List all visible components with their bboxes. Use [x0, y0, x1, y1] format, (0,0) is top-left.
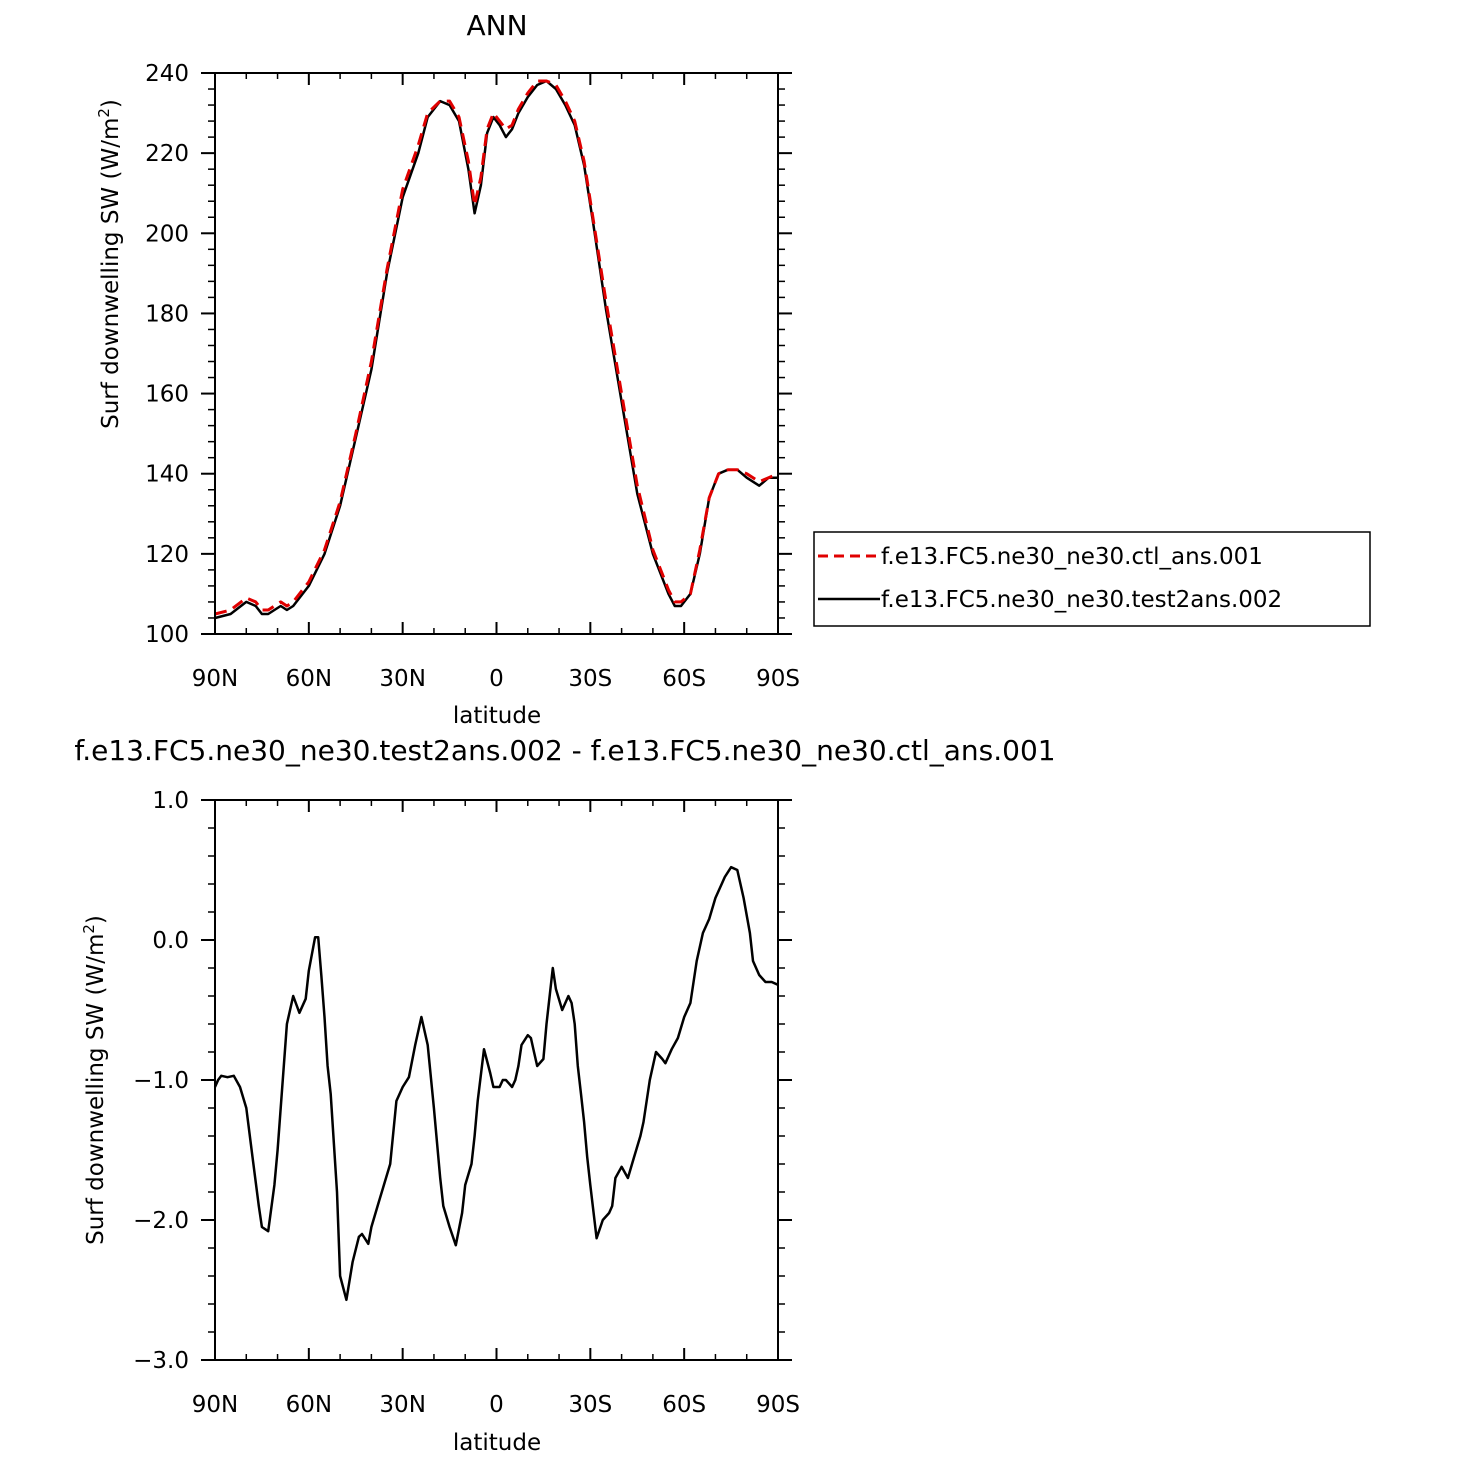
y-tick-label: 140 — [145, 462, 189, 488]
y-tick-label: 200 — [145, 221, 189, 247]
x-tick-label: 30S — [568, 666, 612, 692]
top-panel: ANN 90N 60N 30N 0 30S 60S 90S 100 120 140 160 180 20… — [95, 9, 1371, 729]
x-tick-label: 0 — [489, 666, 504, 692]
y-tick-label: 0.0 — [152, 928, 189, 954]
bottom-plot-area — [213, 865, 779, 1302]
legend-box — [813, 531, 1371, 627]
bottom-y-axis-label: Surf downwelling SW (W/m2) — [80, 915, 109, 1245]
top-axis-ticks: 90N 60N 30N 0 30S 60S 90S 100 120 140 160 180 200 220… — [145, 61, 800, 692]
top-plot-frame — [214, 72, 779, 635]
y-tick-label: 120 — [145, 542, 189, 568]
series-line-0-1 — [214, 79, 778, 620]
top-plot-area — [214, 79, 779, 620]
y-tick-label: −2.0 — [133, 1208, 189, 1234]
legend-entry-test: f.e13.FC5.ne30_ne30.test2ans.002 — [881, 587, 1282, 613]
bottom-x-axis-label: latitude — [453, 1430, 541, 1456]
y-tick-label: 100 — [145, 622, 189, 648]
legend-entry-ctl: f.e13.FC5.ne30_ne30.ctl_ans.001 — [881, 544, 1263, 570]
x-tick-label: 90S — [756, 1392, 800, 1418]
bottom-panel: f.e13.FC5.ne30_ne30.test2ans.002 - f.e13… — [74, 734, 1055, 1456]
x-tick-label: 60S — [662, 1392, 706, 1418]
x-tick-label: 30N — [379, 666, 425, 692]
y-tick-label: 160 — [145, 382, 189, 408]
top-y-axis-label: Surf downwelling SW (W/m2) — [95, 99, 124, 429]
y-tick-label: 180 — [145, 301, 189, 327]
y-tick-label: −1.0 — [133, 1068, 189, 1094]
y-tick-label: −3.0 — [133, 1348, 189, 1374]
x-tick-label: 30N — [379, 1392, 425, 1418]
bottom-plot-frame — [214, 799, 779, 1361]
x-tick-label: 90N — [192, 666, 238, 692]
x-tick-label: 90N — [192, 1392, 238, 1418]
y-tick-label: 1.0 — [152, 788, 189, 814]
bottom-axis-ticks: 90N 60N 30N 0 30S 60S 90S −3.0 −2.0 −1.0 0.0 1.0 — [133, 788, 800, 1418]
legend: f.e13.FC5.ne30_ne30.ctl_ans.001 f.e13.FC… — [813, 531, 1371, 627]
series-line-0-0 — [214, 79, 779, 616]
top-chart-title: ANN — [466, 9, 527, 42]
series-line-1-0 — [213, 865, 779, 1302]
top-x-axis-label: latitude — [453, 703, 541, 729]
x-tick-label: 60N — [286, 1392, 332, 1418]
y-tick-label: 220 — [145, 141, 189, 167]
bottom-chart-title: f.e13.FC5.ne30_ne30.test2ans.002 - f.e13… — [74, 734, 1055, 767]
x-tick-label: 30S — [568, 1392, 612, 1418]
x-tick-label: 90S — [756, 666, 800, 692]
x-tick-label: 60S — [662, 666, 706, 692]
x-tick-label: 60N — [286, 666, 332, 692]
x-tick-label: 0 — [489, 1392, 504, 1418]
y-tick-label: 240 — [145, 61, 189, 87]
